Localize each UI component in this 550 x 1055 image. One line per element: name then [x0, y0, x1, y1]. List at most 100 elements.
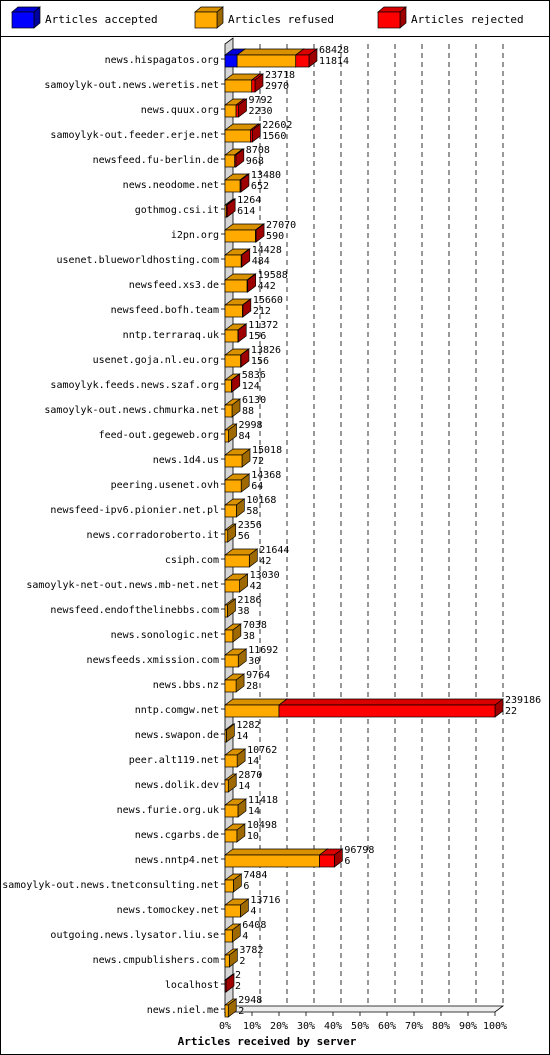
server-label: news.niel.me — [147, 1005, 219, 1016]
bar-refused-front — [224, 629, 234, 643]
bar-refused — [223, 548, 259, 568]
value-top: 2 — [235, 970, 241, 981]
value-top: 2186 — [237, 595, 261, 606]
bar-refused-front — [224, 854, 320, 868]
x-tick-label: 100% — [483, 1021, 507, 1032]
server-label: samoylyk-net-out.news.mb-net.net — [26, 580, 219, 591]
value-bottom: 156 — [248, 331, 266, 342]
server-label: peering.usenet.ovh — [111, 480, 219, 491]
value-top: 11418 — [248, 795, 278, 806]
value-top: 1264 — [237, 195, 261, 206]
server-label: news.tomockey.net — [117, 905, 219, 916]
server-label: newsfeed.xs3.de — [129, 280, 219, 291]
value-top: 6130 — [242, 395, 266, 406]
bar-stub-front — [224, 979, 227, 993]
value-bottom: 22 — [505, 706, 517, 717]
value-top: 14428 — [252, 245, 282, 256]
value-bottom: 38 — [243, 631, 255, 642]
bar-rejected-front — [251, 79, 256, 93]
bar-rejected-front — [234, 154, 237, 168]
value-bottom: 14 — [238, 781, 250, 792]
server-label: news.bbs.nz — [153, 680, 219, 691]
server-label: peer.alt119.net — [129, 755, 219, 766]
bar-refused — [223, 573, 249, 593]
value-top: 13716 — [250, 895, 280, 906]
bar-rejected-top — [277, 698, 505, 706]
bar-refused-front — [224, 579, 240, 593]
bar-refused — [223, 848, 329, 868]
value-bottom: 72 — [252, 456, 264, 467]
value-top: 7484 — [243, 870, 267, 881]
value-top: 13480 — [251, 170, 281, 181]
x-tick-label: 20% — [270, 1021, 288, 1032]
server-label: nntp.comgw.net — [135, 705, 219, 716]
bar-refused — [236, 48, 305, 68]
server-label: news.neodome.net — [123, 180, 219, 191]
value-bottom: 590 — [266, 231, 284, 242]
x-axis-floor — [223, 1005, 505, 1013]
server-label: news.cmpublishers.com — [93, 955, 219, 966]
bar-refused-front — [224, 179, 241, 193]
server-label: nntp.terraraq.uk — [123, 330, 219, 341]
bar-refused-front — [224, 279, 248, 293]
bar-rejected — [250, 73, 265, 93]
server-label: news.1d4.us — [153, 455, 219, 466]
legend-swatch — [377, 11, 401, 29]
value-top: 9764 — [246, 670, 270, 681]
legend-item-2: Articles refused — [194, 6, 334, 29]
value-top: 2998 — [239, 420, 263, 431]
bar-refused-front — [224, 454, 243, 468]
value-bottom: 968 — [246, 156, 264, 167]
bar-rejected-front — [240, 254, 243, 268]
value-bottom: 42 — [250, 581, 262, 592]
server-label: news.corradoroberto.it — [87, 530, 219, 541]
bar-rejected-front — [255, 229, 257, 243]
value-bottom: 10 — [247, 831, 259, 842]
bar-rejected — [236, 323, 248, 343]
value-bottom: 484 — [252, 256, 270, 267]
bar-refused-front — [224, 729, 227, 743]
bar-refused-front — [224, 779, 229, 793]
value-top: 3782 — [239, 945, 263, 956]
bar-refused-front — [224, 554, 250, 568]
server-label: samoylyk-out.news.tnetconsulting.net — [2, 880, 219, 891]
value-top: 19588 — [258, 270, 288, 281]
x-tick-label: 30% — [297, 1021, 315, 1032]
bar-rejected — [294, 48, 319, 68]
value-bottom: 88 — [242, 406, 254, 417]
server-label: outgoing.news.lysator.liu.se — [50, 930, 219, 941]
server-label: newsfeed.fu-berlin.de — [93, 155, 219, 166]
bar-rejected — [233, 148, 245, 168]
bar-refused — [223, 748, 247, 768]
bars: news.hispagatos.org6842811814samoylyk-ou… — [2, 45, 541, 1018]
x-tick-label: 70% — [405, 1021, 423, 1032]
value-bottom: 124 — [242, 381, 260, 392]
bar-refused-front — [224, 254, 242, 268]
value-bottom: 442 — [258, 281, 276, 292]
bar-refused-front — [224, 429, 229, 443]
server-label: news.cgarbs.de — [135, 830, 219, 841]
bar-refused — [223, 423, 238, 443]
bar-refused-front — [224, 354, 242, 368]
bar-refused-top — [236, 48, 305, 56]
bar-refused — [223, 898, 250, 918]
bar-rejected — [246, 273, 257, 293]
bar-refused — [223, 723, 236, 743]
bar-rejected — [277, 698, 505, 718]
bar-refused — [223, 498, 246, 518]
bar-refused — [223, 798, 248, 818]
